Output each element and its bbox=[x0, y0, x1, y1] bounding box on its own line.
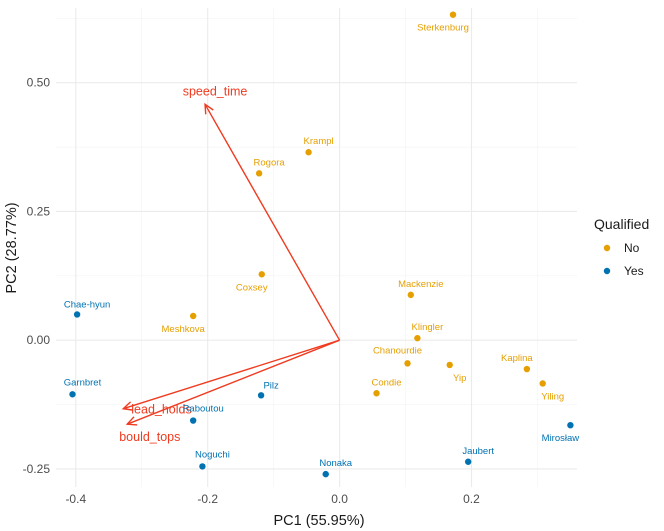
loading-arrows: speed_time lead_holds bould_tops bbox=[119, 84, 341, 444]
point-labels: Sterkenburg Krampl Rogora Coxsey Meshkova Mac… bbox=[64, 23, 580, 469]
point-jaubert bbox=[464, 458, 472, 465]
legend-label: No bbox=[624, 241, 640, 255]
point-noguchi bbox=[199, 463, 206, 470]
legend-key bbox=[603, 244, 611, 252]
y-tick-label: 0.25 bbox=[27, 204, 51, 218]
point-kaplina bbox=[523, 365, 531, 373]
point-label: Coxsey bbox=[236, 282, 268, 293]
point-label: Yip bbox=[453, 373, 466, 384]
loading-label: speed_time bbox=[183, 84, 248, 98]
point-yip bbox=[446, 361, 453, 369]
point-pilz bbox=[257, 392, 265, 399]
x-tick-label: 0.2 bbox=[463, 492, 480, 506]
point-chanourdie bbox=[404, 360, 411, 367]
x-tick-label: 0.0 bbox=[331, 492, 348, 506]
point-raboutou bbox=[189, 417, 197, 424]
loading-label: lead_holds bbox=[131, 403, 191, 417]
x-tick-label: -0.4 bbox=[65, 492, 86, 506]
point-label: Krampl bbox=[304, 136, 334, 147]
y-tick-label: 0.50 bbox=[27, 76, 51, 90]
point-label: Rogora bbox=[254, 157, 286, 168]
loading-arrow-bould-tops: bould_tops bbox=[119, 339, 340, 444]
x-tick-label: -0.2 bbox=[197, 492, 218, 506]
point-mirosław bbox=[567, 421, 574, 429]
point-rogora bbox=[255, 170, 263, 177]
arrow-shaft bbox=[126, 339, 340, 425]
legend-label: Yes bbox=[624, 264, 644, 278]
point-label: Noguchi bbox=[195, 449, 230, 460]
point-chae-hyun bbox=[73, 311, 81, 318]
point-label: Raboutou bbox=[183, 404, 224, 415]
loading-arrow-speed-time: speed_time bbox=[183, 84, 341, 341]
y-axis-title: PC2 (28.77%) bbox=[4, 202, 20, 293]
legend-key bbox=[603, 267, 611, 275]
point-yiling bbox=[539, 380, 546, 387]
legend: Qualified No Yes bbox=[594, 216, 649, 278]
point-mackenzie bbox=[407, 291, 415, 299]
point-label: Sterkenburg bbox=[417, 23, 469, 34]
point-label: Chae-hyun bbox=[64, 299, 110, 310]
arrow-head bbox=[204, 102, 214, 115]
legend-title: Qualified bbox=[594, 216, 649, 232]
point-label: Yiling bbox=[541, 391, 564, 402]
point-label: Mackenzie bbox=[398, 279, 443, 290]
point-condie bbox=[373, 390, 380, 397]
legend-item-no: No bbox=[603, 241, 640, 255]
point-label: Pilz bbox=[263, 380, 279, 391]
point-krampl bbox=[305, 149, 312, 156]
arrow-shaft bbox=[123, 339, 340, 410]
point-klingler bbox=[414, 334, 421, 342]
point-label: Klingler bbox=[412, 322, 444, 333]
point-sterkenburg bbox=[449, 11, 457, 18]
point-label: Kaplina bbox=[501, 353, 533, 364]
loading-arrow-lead-holds: lead_holds bbox=[121, 339, 340, 417]
y-tick-label: -0.25 bbox=[23, 462, 51, 476]
point-label: Jaubert bbox=[462, 446, 494, 457]
data-points bbox=[69, 11, 574, 478]
point-label: Chanourdie bbox=[373, 345, 422, 356]
legend-item-yes: Yes bbox=[603, 264, 644, 278]
point-label: Nonaka bbox=[319, 458, 352, 469]
arrow-shaft bbox=[204, 103, 341, 341]
point-label: Mirosław bbox=[542, 433, 580, 444]
point-coxsey bbox=[258, 271, 265, 278]
arrow-head bbox=[121, 401, 134, 411]
point-label: Condie bbox=[371, 377, 401, 388]
grid bbox=[56, 8, 577, 487]
arrow-head bbox=[125, 416, 138, 426]
point-label: Garnbret bbox=[64, 377, 102, 388]
point-garnbret bbox=[69, 391, 76, 398]
point-nonaka bbox=[322, 470, 329, 478]
point-meshkova bbox=[189, 312, 197, 320]
loading-label: bould_tops bbox=[119, 430, 180, 444]
x-axis-title: PC1 (55.95%) bbox=[273, 513, 364, 529]
point-label: Meshkova bbox=[162, 324, 206, 335]
y-tick-label: 0.00 bbox=[27, 333, 51, 347]
axes: PC1 (55.95%) PC2 (28.77%) -0.4 -0.2 0.0 0.2… bbox=[4, 76, 480, 529]
